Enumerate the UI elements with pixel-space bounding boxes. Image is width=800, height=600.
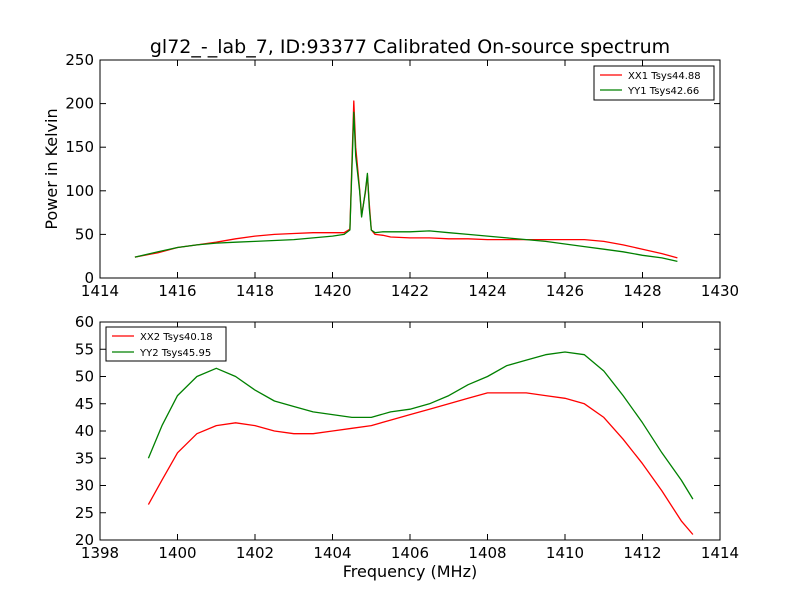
- bottom-y-tick-label: 45: [75, 395, 94, 413]
- bottom-series-lines: [147, 351, 694, 535]
- bottom-y-tick-label: 60: [75, 313, 94, 331]
- top-y-axis-label: Power in Kelvin: [42, 108, 61, 229]
- top-axis-ticks: 1414 1416 1418 1420 1422 1424 1426 1428 1430 0 50 1…: [65, 51, 739, 300]
- series-line-yy2: [147, 351, 694, 500]
- top-y-tick-label: 0: [84, 269, 94, 287]
- bottom-x-tick-label: 1408: [468, 544, 506, 562]
- series-line-yy1: [134, 111, 678, 263]
- top-y-tick-label: 200: [65, 95, 94, 113]
- bottom-legend-box: [105, 326, 227, 362]
- top-y-tick-label: 250: [65, 51, 94, 69]
- top-x-tick-label: 1424: [468, 282, 506, 300]
- top-x-tick-label: 1426: [546, 282, 584, 300]
- bottom-x-tick-label: 1406: [391, 544, 429, 562]
- top-spectrum-panel: 1414 1416 1418 1420 1422 1424 1426 1428 1430 0 50 1…: [42, 51, 739, 300]
- bottom-y-tick-label: 35: [75, 449, 94, 467]
- top-x-tick-label: 1420: [313, 282, 351, 300]
- bottom-y-tick-label: 20: [75, 531, 94, 549]
- bottom-y-tick-label: 50: [75, 368, 94, 386]
- top-y-tick-label: 100: [65, 182, 94, 200]
- bottom-x-tick-label: 1412: [623, 544, 661, 562]
- top-y-tick-label: 150: [65, 138, 94, 156]
- bottom-x-tick-label: 1404: [313, 544, 351, 562]
- bottom-x-tick-label: 1414: [701, 544, 739, 562]
- legend-label-xx1: XX1 Tsys44.88: [628, 71, 701, 82]
- top-x-tick-label: 1428: [623, 282, 661, 300]
- series-line-xx2: [147, 392, 694, 535]
- bottom-y-tick-label: 40: [75, 422, 94, 440]
- bottom-axis-ticks: 1398 1400 1402 1404 1406 1408 1410 1412 1414 20 25…: [75, 313, 739, 562]
- bottom-x-tick-label: 1400: [158, 544, 196, 562]
- legend-label-xx2: XX2 Tsys40.18: [140, 332, 213, 343]
- top-series-lines: [134, 100, 678, 263]
- top-legend-box: [593, 65, 715, 101]
- legend-label-yy1: YY1 Tsys42.66: [627, 86, 699, 97]
- top-x-tick-label: 1422: [391, 282, 429, 300]
- bottom-legend: XX2 Tsys40.18 YY2 Tsys45.95: [105, 326, 227, 362]
- bottom-y-tick-label: 25: [75, 504, 94, 522]
- top-x-tick-label: 1430: [701, 282, 739, 300]
- bottom-x-tick-label: 1410: [546, 544, 584, 562]
- bottom-spectrum-panel: 1398 1400 1402 1404 1406 1408 1410 1412 1414 20 25…: [75, 313, 739, 581]
- bottom-y-tick-label: 55: [75, 340, 94, 358]
- legend-label-yy2: YY2 Tsys45.95: [139, 348, 211, 359]
- top-y-tick-label: 50: [75, 225, 94, 243]
- bottom-x-tick-label: 1398: [81, 544, 119, 562]
- top-x-tick-label: 1418: [236, 282, 274, 300]
- figure-title: gl72_-_lab_7, ID:93377 Calibrated On-sou…: [150, 36, 670, 58]
- top-x-tick-label: 1416: [158, 282, 196, 300]
- bottom-x-axis-label: Frequency (MHz): [343, 562, 477, 581]
- bottom-y-tick-label: 30: [75, 477, 94, 495]
- top-legend: XX1 Tsys44.88 YY1 Tsys42.66: [593, 65, 715, 101]
- top-x-tick-label: 1414: [81, 282, 119, 300]
- bottom-x-tick-label: 1402: [236, 544, 274, 562]
